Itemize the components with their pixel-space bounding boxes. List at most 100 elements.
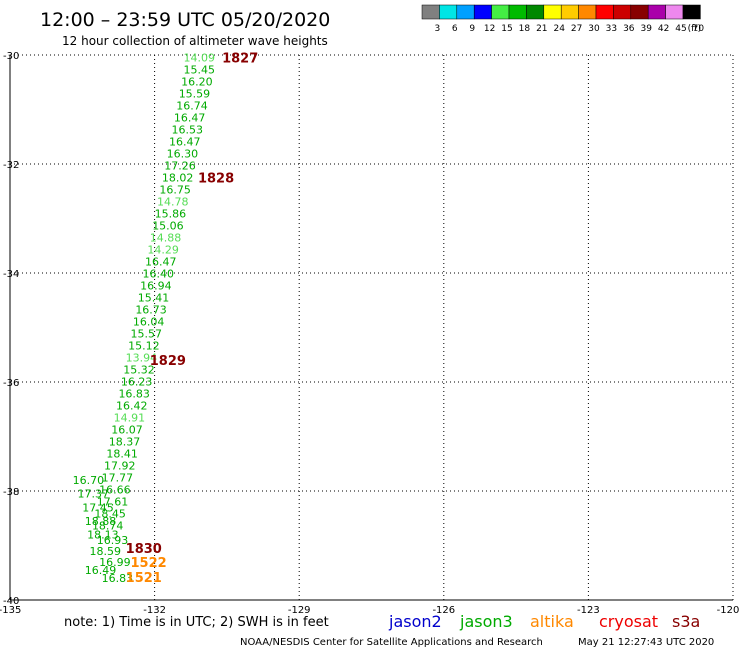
swh-value-label: 18.88 xyxy=(85,515,117,528)
satellite-legend-cryosat: cryosat xyxy=(599,612,658,631)
swh-value-label: 16.30 xyxy=(167,148,199,161)
satellite-legend-jason3: jason3 xyxy=(459,612,513,631)
scale-swatch xyxy=(630,4,649,20)
swh-value-label: 14.78 xyxy=(157,196,189,209)
swh-value-label: 15.86 xyxy=(155,208,187,221)
scale-label: 21 xyxy=(536,24,547,34)
hour-label: 1830 xyxy=(126,542,162,557)
scale-swatch xyxy=(526,4,545,20)
swh-value-label: 17.92 xyxy=(104,459,135,472)
timestamp-text: May 21 12:27:43 UTC 2020 xyxy=(578,637,714,648)
scale-label: 45 xyxy=(675,24,686,34)
swh-value-label: 15.41 xyxy=(138,292,170,305)
color-scale-legend: 3 6 9 12 15 18 21 24 27 30 33 36 39 42 45 70(ft) xyxy=(421,4,705,34)
swh-value-label: 16.70 xyxy=(73,474,105,487)
y-tick-label: -36 xyxy=(3,378,19,389)
swh-value-label: 17.61 xyxy=(97,495,129,508)
swh-value-label: 17.77 xyxy=(102,471,134,484)
credit-text: NOAA/NESDIS Center for Satellite Applica… xyxy=(240,637,543,648)
swh-value-label: 16.75 xyxy=(159,184,191,197)
swh-value-label: 18.41 xyxy=(106,447,137,460)
scale-swatch xyxy=(682,4,701,20)
swh-value-label: 16.94 xyxy=(140,280,172,293)
swh-value-label: 14.88 xyxy=(150,232,182,245)
scale-swatch xyxy=(473,4,492,20)
x-tick-label: -123 xyxy=(577,605,600,616)
hour-label: 1827 xyxy=(222,52,258,67)
scale-swatch xyxy=(491,4,510,20)
satellite-legend-s3a: s3a xyxy=(672,612,700,631)
y-tick-label: -32 xyxy=(3,160,19,171)
swh-value-label: 15.06 xyxy=(152,220,184,233)
plot-grid xyxy=(10,54,734,600)
swh-value-label: 16.07 xyxy=(111,423,143,436)
scale-swatch xyxy=(560,4,579,20)
swh-value-label: 18.37 xyxy=(109,435,141,448)
scale-swatch xyxy=(595,4,614,20)
swh-value-label: 17.45 xyxy=(82,501,114,514)
swh-value-label: 16.40 xyxy=(143,268,175,281)
hour-label: 1521 xyxy=(126,571,162,586)
scale-label: 27 xyxy=(571,24,582,34)
scale-swatch xyxy=(613,4,632,20)
satellite-legend-altika: altika xyxy=(530,612,574,631)
swh-value-label: 15.59 xyxy=(179,88,211,101)
scale-swatch xyxy=(665,4,684,20)
scale-label: 30 xyxy=(588,24,600,34)
swh-value-label: 16.49 xyxy=(85,564,117,577)
x-tick-label: -126 xyxy=(432,605,455,616)
scale-swatch xyxy=(543,4,562,20)
swh-value-label: 16.66 xyxy=(99,483,131,496)
swh-value-label: 16.83 xyxy=(102,572,134,585)
y-tick-label: -38 xyxy=(3,487,19,498)
x-tick-label: -132 xyxy=(143,605,166,616)
swh-value-label: 16.73 xyxy=(135,304,167,317)
swh-value-label: 16.53 xyxy=(171,124,203,137)
scale-label: 70 xyxy=(693,24,705,34)
chart-subtitle: 12 hour collection of altimeter wave hei… xyxy=(62,34,328,48)
scale-label: 12 xyxy=(484,24,495,34)
swh-value-label: 15.12 xyxy=(128,339,160,352)
scale-swatch xyxy=(421,4,440,20)
y-tick-label: -34 xyxy=(3,269,19,280)
data-points: 14.0915.4516.2015.5916.7416.4716.5316.47… xyxy=(73,52,215,585)
swh-value-label: 18.59 xyxy=(90,545,122,558)
scale-swatch xyxy=(647,4,666,20)
satellite-legend: jason2 jason3 altika cryosat s3a xyxy=(388,612,700,631)
swh-value-label: 16.93 xyxy=(97,534,129,547)
swh-value-label: 16.20 xyxy=(181,76,213,89)
scale-label: 33 xyxy=(606,24,617,34)
plot-axes: -135 -132 -129 -126 -123 -120 -30 -32 -34 -36 -38 -… xyxy=(0,51,739,616)
swh-value-label: 15.45 xyxy=(184,64,216,77)
x-tick-label: -120 xyxy=(717,605,740,616)
swh-value-label: 16.04 xyxy=(133,316,165,329)
swh-value-label: 18.45 xyxy=(94,507,126,520)
swh-value-label: 16.42 xyxy=(116,399,148,412)
satellite-legend-jason2: jason2 xyxy=(388,612,442,631)
swh-value-label: 17.37 xyxy=(77,488,109,501)
swh-value-label: 14.09 xyxy=(184,52,216,65)
scale-swatch xyxy=(578,4,597,20)
x-tick-label: -129 xyxy=(288,605,311,616)
swh-value-label: 16.83 xyxy=(118,387,150,400)
scale-swatch xyxy=(439,4,458,20)
scale-swatch xyxy=(508,4,527,20)
swh-value-label: 16.47 xyxy=(145,256,177,269)
scale-label: 36 xyxy=(623,24,635,34)
scale-unit: (ft) xyxy=(688,24,702,34)
scale-label: 3 xyxy=(435,24,441,34)
swh-value-label: 17.26 xyxy=(164,160,196,173)
swh-value-label: 16.47 xyxy=(174,112,206,125)
chart-title: 12:00 – 23:59 UTC 05/20/2020 xyxy=(40,9,330,31)
swh-value-label: 14.91 xyxy=(114,411,146,424)
swh-value-label: 14.29 xyxy=(147,244,179,257)
swh-value-label: 16.23 xyxy=(121,375,153,388)
swh-value-label: 15.32 xyxy=(123,363,154,376)
swh-value-label: 18.02 xyxy=(162,172,194,185)
hour-label: 1829 xyxy=(150,354,186,369)
swh-value-label: 18.13 xyxy=(87,529,119,542)
x-tick-label: -135 xyxy=(0,605,21,616)
hour-label: 1522 xyxy=(131,556,167,571)
swh-value-label: 18.74 xyxy=(92,519,124,532)
